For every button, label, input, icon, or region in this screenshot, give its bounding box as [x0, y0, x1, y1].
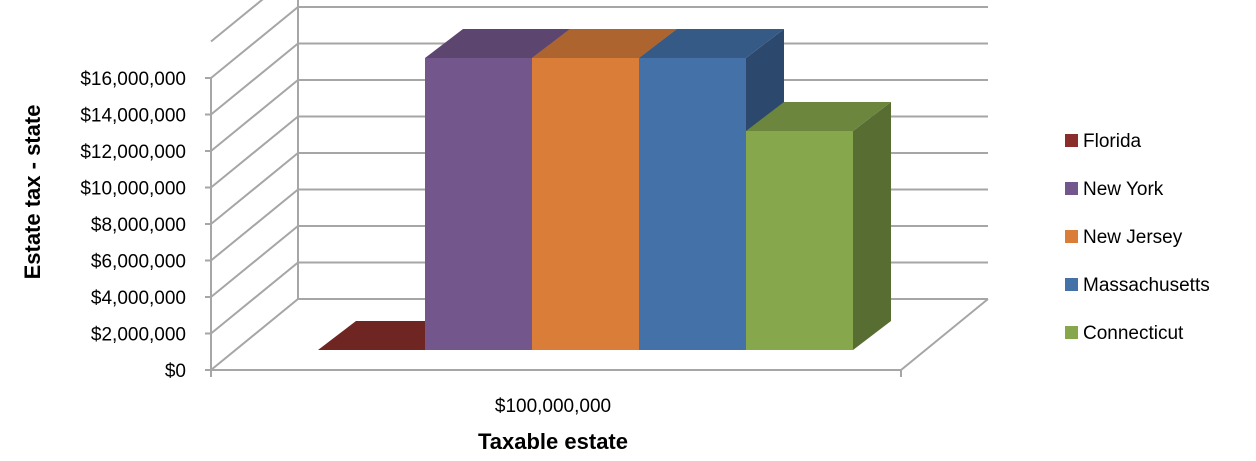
y-tick-label: $12,000,000: [80, 142, 186, 163]
y-tick-label: $14,000,000: [80, 106, 186, 127]
legend-item-new-york[interactable]: New York: [1065, 179, 1164, 200]
gridline: [210, 0, 264, 43]
gridline: [210, 6, 988, 79]
legend-item-massachusetts[interactable]: Massachusetts: [1065, 275, 1210, 296]
legend-item-new-jersey[interactable]: New Jersey: [1065, 227, 1183, 248]
legend[interactable]: Florida New York New Jersey Massachusetts Co…: [1065, 131, 1210, 344]
y-tick-label: $4,000,000: [91, 288, 186, 309]
y-tick-label: $2,000,000: [91, 325, 186, 346]
y-tick-label: $0: [165, 361, 186, 382]
legend-label: New Jersey: [1083, 227, 1183, 248]
legend-swatch: [1065, 230, 1078, 243]
legend-label: New York: [1083, 179, 1164, 200]
legend-item-florida[interactable]: Florida: [1065, 131, 1142, 152]
legend-swatch: [1065, 182, 1078, 195]
y-axis-title: Estate tax - state: [20, 105, 45, 280]
bars: [318, 29, 891, 350]
y-tick-label: $16,000,000: [80, 69, 186, 90]
legend-item-connecticut[interactable]: Connecticut: [1065, 323, 1184, 344]
x-axis-tick-labels: $100,000,000: [495, 396, 611, 417]
y-tick-label: $6,000,000: [91, 252, 186, 273]
x-tick-label: $100,000,000: [495, 396, 611, 417]
legend-label: Florida: [1083, 131, 1142, 152]
legend-swatch: [1065, 278, 1078, 291]
legend-swatch: [1065, 326, 1078, 339]
y-axis-tick-labels: $0 $2,000,000 $4,000,000 $6,000,000 $8,000,0…: [80, 69, 186, 382]
legend-label: Massachusetts: [1083, 275, 1210, 296]
chart-floor: [205, 77, 989, 377]
chart-walls: [210, 0, 299, 370]
x-axis-title: Taxable estate: [478, 429, 628, 454]
y-tick-label: $8,000,000: [91, 215, 186, 236]
legend-label: Connecticut: [1083, 323, 1184, 344]
legend-swatch: [1065, 134, 1078, 147]
bar-connecticut[interactable]: [746, 102, 891, 350]
y-tick-label: $10,000,000: [80, 179, 186, 200]
